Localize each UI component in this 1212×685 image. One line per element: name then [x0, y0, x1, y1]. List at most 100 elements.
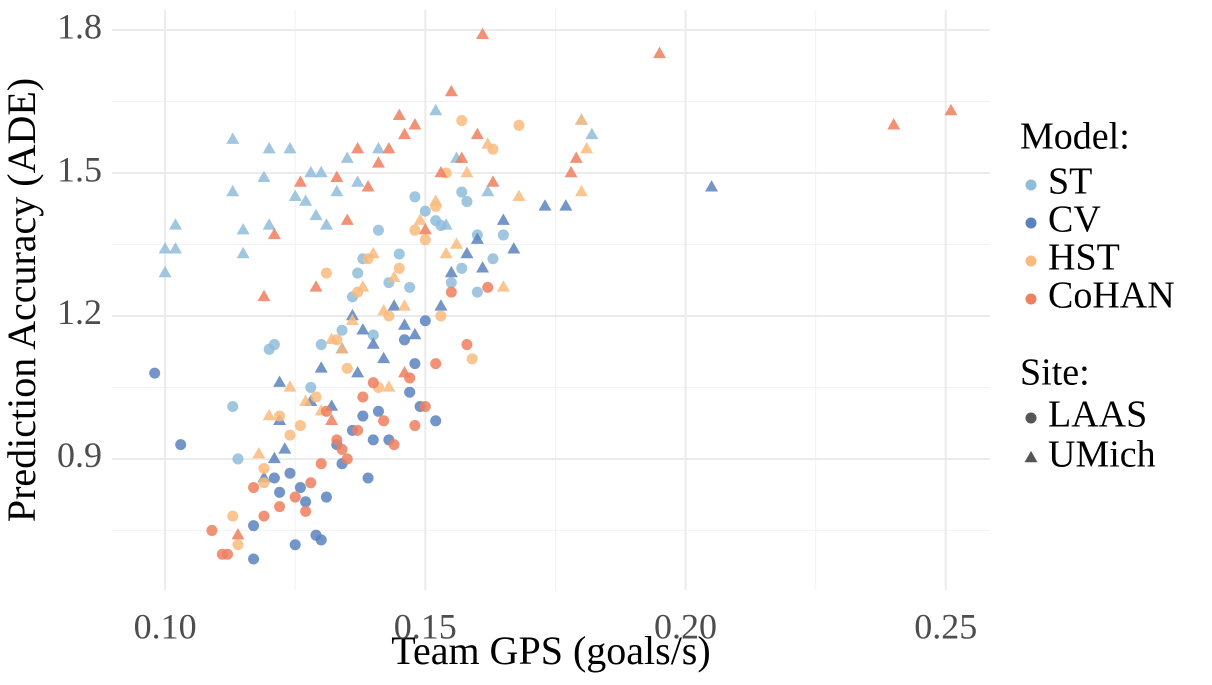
y-tick-label: 1.5 — [57, 149, 102, 189]
point — [366, 246, 380, 259]
point — [341, 362, 353, 374]
point — [304, 165, 318, 178]
point — [413, 213, 427, 225]
point — [574, 113, 588, 125]
point — [377, 351, 391, 364]
point — [476, 261, 490, 273]
legend-title: Site: — [1020, 352, 1090, 394]
grid — [112, 10, 990, 590]
point — [168, 242, 182, 254]
point — [330, 184, 344, 197]
point — [236, 223, 250, 235]
point — [262, 408, 276, 421]
x-tick-label: 0.25 — [914, 606, 977, 646]
point — [262, 218, 276, 230]
point — [460, 165, 474, 178]
point — [387, 270, 401, 283]
point — [149, 367, 161, 379]
point — [283, 142, 297, 154]
point — [226, 184, 240, 197]
point — [397, 127, 411, 140]
point — [445, 277, 457, 289]
point — [513, 119, 525, 131]
point — [315, 534, 327, 546]
legend-title: Model: — [1020, 116, 1130, 158]
point — [257, 289, 271, 302]
point — [357, 391, 369, 403]
point — [439, 246, 453, 259]
point — [284, 467, 296, 479]
point — [289, 491, 301, 503]
point — [580, 142, 594, 154]
point — [252, 447, 266, 459]
point — [268, 472, 280, 484]
point — [366, 337, 380, 349]
point — [300, 505, 312, 517]
point — [444, 265, 458, 278]
y-axis-title: Prediction Accuracy (ADE) — [0, 78, 44, 522]
point — [320, 491, 332, 503]
point — [274, 501, 286, 513]
point — [461, 196, 473, 208]
point — [232, 453, 244, 465]
point — [310, 391, 322, 403]
point — [309, 208, 323, 221]
point — [351, 175, 365, 187]
point — [367, 377, 379, 389]
point — [461, 339, 473, 351]
point — [456, 115, 468, 127]
point — [299, 394, 313, 406]
point — [357, 410, 369, 422]
point — [585, 127, 599, 140]
point — [315, 458, 327, 470]
x-axis-title: Team GPS (goals/s) — [391, 628, 710, 673]
point — [450, 237, 464, 249]
point — [887, 118, 901, 130]
point — [175, 439, 187, 451]
point — [481, 137, 495, 149]
point — [460, 246, 474, 259]
point — [267, 451, 281, 464]
point — [340, 151, 354, 163]
point — [331, 434, 343, 446]
x-tick-label: 0.20 — [654, 606, 717, 646]
point — [289, 539, 301, 551]
point — [248, 553, 260, 565]
point — [419, 315, 431, 327]
point — [429, 194, 443, 206]
point — [456, 186, 468, 198]
point — [409, 420, 421, 432]
point — [538, 199, 552, 211]
point — [267, 227, 281, 240]
point — [206, 524, 218, 536]
point — [257, 170, 271, 182]
point — [512, 189, 526, 202]
point — [371, 156, 385, 168]
point — [278, 442, 292, 454]
point — [305, 477, 317, 489]
point — [258, 510, 270, 522]
point — [404, 386, 416, 398]
point — [409, 224, 421, 236]
point — [356, 280, 370, 292]
point — [158, 265, 172, 278]
point — [445, 286, 457, 298]
x-tick-label: 0.10 — [134, 606, 197, 646]
point — [476, 27, 490, 40]
point — [653, 46, 667, 59]
legend-swatch — [1025, 255, 1037, 267]
point — [456, 262, 468, 274]
point — [470, 127, 484, 140]
point — [352, 267, 364, 279]
point — [274, 410, 286, 422]
point — [268, 339, 280, 351]
point — [315, 339, 327, 351]
point — [314, 361, 328, 373]
point — [345, 313, 359, 325]
point — [944, 103, 958, 116]
legend-label: CoHAN — [1048, 275, 1175, 317]
point — [336, 443, 348, 455]
point — [320, 267, 332, 279]
point — [168, 218, 182, 230]
